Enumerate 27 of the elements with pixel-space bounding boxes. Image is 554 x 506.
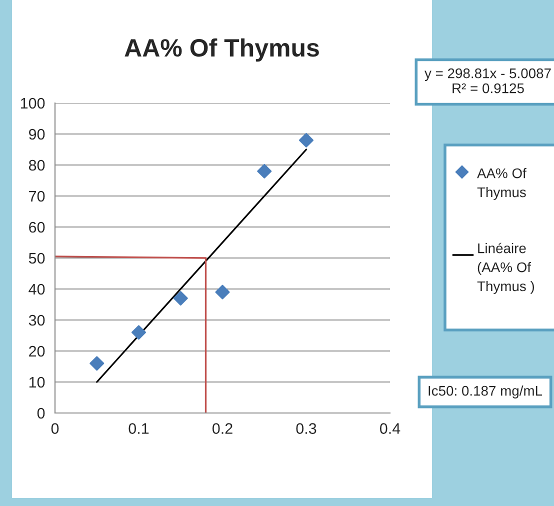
- y-tick-label: 40: [28, 284, 45, 295]
- text: Ic50: 0.187 mg/mL: [428, 386, 542, 398]
- y-tick-label: 100: [20, 98, 45, 109]
- x-tick-label: 0.2: [212, 423, 232, 434]
- y-tick-label: 80: [28, 160, 45, 171]
- legend-label: Linéaire (AA% Of Thymus ): [477, 242, 534, 294]
- y-tick-label: 50: [28, 252, 45, 264]
- point: [173, 291, 188, 306]
- legend-label: AA% Of Thymus: [477, 168, 526, 200]
- point: [257, 164, 272, 178]
- point: [131, 325, 146, 340]
- y-tick-label: 90: [29, 128, 45, 140]
- x-tick-label: 0.1: [128, 423, 149, 434]
- text: y = 298.81x - 5.0087 R² = 0.9125: [424, 68, 551, 94]
- y-tick-label: 60: [29, 222, 45, 233]
- y-tick-label: 70: [29, 190, 45, 202]
- y-tick-label: 20: [29, 346, 45, 357]
- y-tick-label: 30: [28, 314, 45, 326]
- y-tick-label: 0: [37, 408, 45, 419]
- x-tick-label: 0: [51, 423, 59, 434]
- chart-title: AA% Of Thymus: [124, 38, 319, 62]
- point: [215, 284, 230, 300]
- y-tick-label: 10: [29, 376, 45, 388]
- x-tick-label: 0.3: [296, 423, 316, 434]
- x-tick-label: 0.4: [380, 423, 400, 434]
- point: [90, 356, 104, 371]
- point: [298, 132, 314, 148]
